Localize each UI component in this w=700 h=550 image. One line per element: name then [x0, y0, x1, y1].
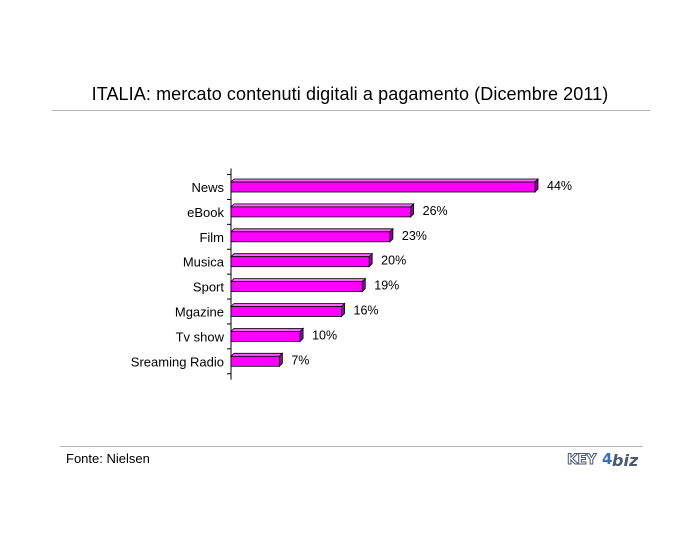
bar — [230, 231, 391, 243]
value-label: 44% — [547, 179, 572, 193]
value-label: 16% — [354, 304, 379, 318]
value-label: 20% — [381, 254, 406, 268]
value-label: 7% — [291, 353, 309, 367]
category-label: Mgazine — [175, 305, 224, 320]
logo-biz: biz — [612, 451, 639, 470]
category-label: eBook — [187, 205, 224, 220]
source-note: Fonte: Nielsen — [66, 451, 150, 466]
bar-top-face — [230, 352, 284, 357]
value-label: 19% — [374, 279, 399, 293]
key4biz-logo: KEY 4 biz — [566, 450, 641, 472]
bar — [230, 181, 536, 193]
logo-key: KEY — [566, 452, 597, 469]
category-label: Sport — [193, 280, 224, 295]
bar — [230, 330, 301, 342]
value-label: 26% — [423, 204, 448, 218]
footer-divider — [60, 446, 643, 447]
bar-top-face — [230, 253, 374, 258]
category-label: Musica — [183, 255, 225, 270]
value-label: 10% — [312, 328, 337, 342]
bar-top-face — [230, 327, 305, 332]
category-label: News — [191, 180, 224, 195]
bar — [230, 206, 412, 218]
bar-top-face — [230, 178, 539, 183]
logo-four: 4 — [602, 450, 613, 468]
bar-top-face — [230, 228, 394, 233]
bars-layer: News 44% eBook 26% Film 23% Musica 20% Sport 19% M… — [131, 168, 572, 380]
bar-top-face — [230, 303, 346, 307]
chart-title: ITALIA: mercato contenuti digitali a pag… — [91, 84, 609, 104]
bar — [230, 355, 280, 367]
title-divider — [52, 110, 650, 111]
bar-top-face — [230, 278, 367, 283]
category-label: Sreaming Radio — [131, 354, 224, 369]
bar — [230, 256, 370, 268]
bar — [230, 281, 363, 293]
value-label: 23% — [402, 229, 427, 243]
bar — [230, 306, 342, 317]
category-label: Film — [199, 230, 224, 245]
bar-top-face — [230, 203, 415, 208]
category-label: Tv show — [176, 329, 225, 344]
